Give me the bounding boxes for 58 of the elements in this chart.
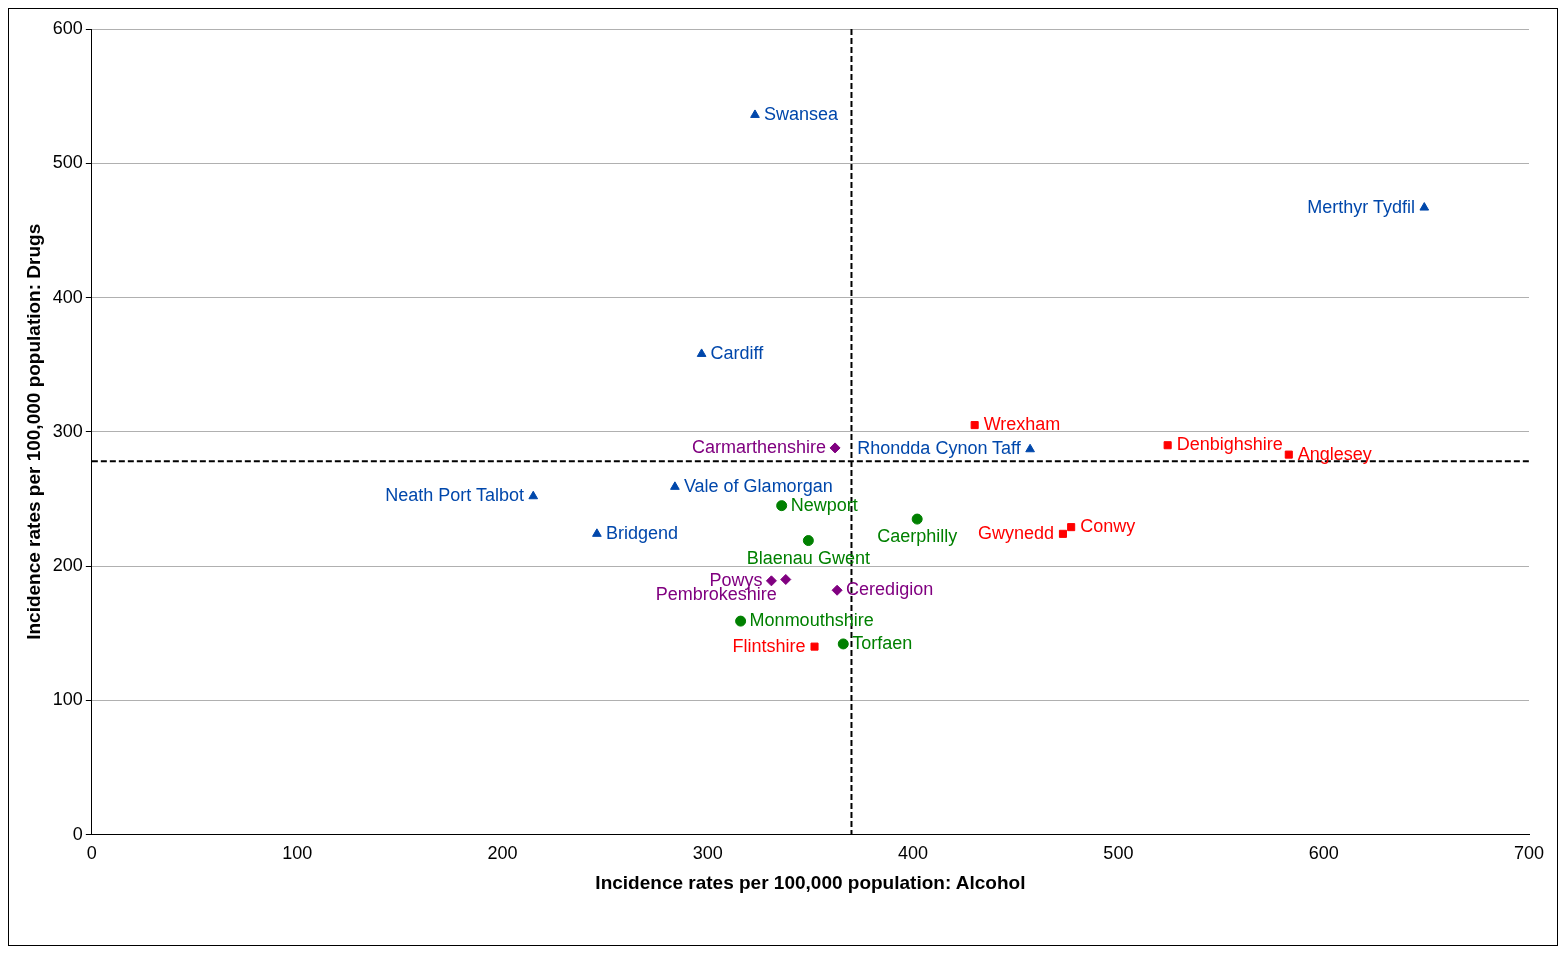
data-label: Neath Port Talbot xyxy=(385,485,524,506)
x-tick-label: 200 xyxy=(487,843,518,864)
point xyxy=(831,584,843,596)
point xyxy=(837,638,849,650)
point xyxy=(780,573,792,585)
data-label: Blaenau Gwent xyxy=(746,547,870,568)
data-label: Swansea xyxy=(763,103,840,124)
x-tick-label: 0 xyxy=(86,843,97,864)
y-tick-label: 500 xyxy=(52,152,83,173)
point xyxy=(1058,529,1067,538)
point xyxy=(1025,443,1035,453)
data-label: Torfaen xyxy=(852,632,913,653)
data-label: Bridgend xyxy=(605,522,678,543)
data-label: Rhondda Cynon Taff xyxy=(857,438,1022,459)
data-label: Monmouthshire xyxy=(749,610,874,631)
x-axis-title: Incidence rates per 100,000 population: Alcohol xyxy=(595,871,1026,893)
point xyxy=(810,642,819,651)
point xyxy=(735,615,747,627)
point xyxy=(696,348,707,357)
data-label: Flintshire xyxy=(732,635,806,656)
point xyxy=(670,481,680,490)
point xyxy=(970,421,979,430)
point xyxy=(802,535,814,547)
point xyxy=(1067,523,1076,532)
x-tick-label: 100 xyxy=(282,843,313,864)
y-tick-label: 600 xyxy=(52,17,83,38)
data-label: Caerphilly xyxy=(877,526,958,547)
point xyxy=(1419,202,1430,211)
x-tick-label: 400 xyxy=(898,843,929,864)
data-label: Wrexham xyxy=(983,414,1061,435)
data-label: Conwy xyxy=(1080,516,1136,537)
point xyxy=(765,575,777,587)
x-tick-label: 300 xyxy=(692,843,723,864)
x-tick-label: 600 xyxy=(1308,843,1339,864)
point xyxy=(1284,450,1293,459)
point xyxy=(1163,441,1172,450)
point xyxy=(592,528,602,537)
data-label: Cardiff xyxy=(710,342,765,363)
point xyxy=(911,513,923,525)
point xyxy=(528,490,539,500)
data-label: Carmarthenshire xyxy=(692,436,827,457)
data-label: Vale of Glamorgan xyxy=(683,475,833,496)
data-label: Denbighshire xyxy=(1176,434,1283,455)
data-label: Anglesey xyxy=(1297,443,1372,464)
data-label: Merthyr Tydfil xyxy=(1307,196,1415,217)
data-label: Gwynedd xyxy=(977,522,1054,543)
y-tick-label: 200 xyxy=(52,555,83,576)
y-tick-label: 0 xyxy=(72,823,83,844)
y-axis-title: Incidence rates per 100,000 population: Drugs xyxy=(22,223,44,640)
y-tick-label: 400 xyxy=(52,286,83,307)
x-tick-label: 500 xyxy=(1103,843,1134,864)
y-tick-label: 300 xyxy=(52,420,83,441)
y-tick-label: 100 xyxy=(52,689,83,710)
point xyxy=(750,109,760,118)
x-tick-label: 700 xyxy=(1513,843,1545,864)
point xyxy=(776,500,788,512)
point xyxy=(829,442,841,454)
data-label: Ceredigion xyxy=(846,579,934,600)
